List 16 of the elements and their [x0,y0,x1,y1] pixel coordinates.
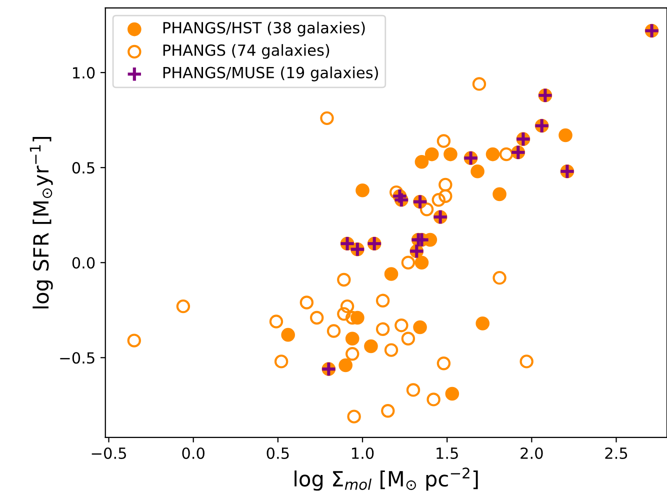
x-tick-label: 0.5 [266,447,289,460]
legend-label: PHANGS/MUSE (19 galaxies) [163,66,378,82]
y-tick-label: −0.5 [60,352,94,364]
x-tick-label: −0.5 [92,447,126,460]
x-tick-label: 2.5 [605,447,628,460]
y-tick-label: 0.0 [72,257,95,269]
x-axis-title: log Σ$_{mol}$ [M$_{⊙}$ pc$^{−2}$] [294,468,478,491]
legend-label: PHANGS (74 galaxies) [163,44,330,59]
x-tick-label: 1.0 [352,447,374,460]
y-tick-label: 1.0 [73,67,95,79]
y-axis-title: log SFR [M$_{⊙}$yr$^{−1}$] [30,137,53,308]
x-tick-label: 2.0 [520,447,543,460]
y-tick-label: 0.5 [72,162,94,174]
x-tick-label: 1.5 [436,448,458,460]
legend-label: PHANGS/HST (38 galaxies) [163,22,365,36]
x-tick-label: 0.0 [182,447,204,460]
